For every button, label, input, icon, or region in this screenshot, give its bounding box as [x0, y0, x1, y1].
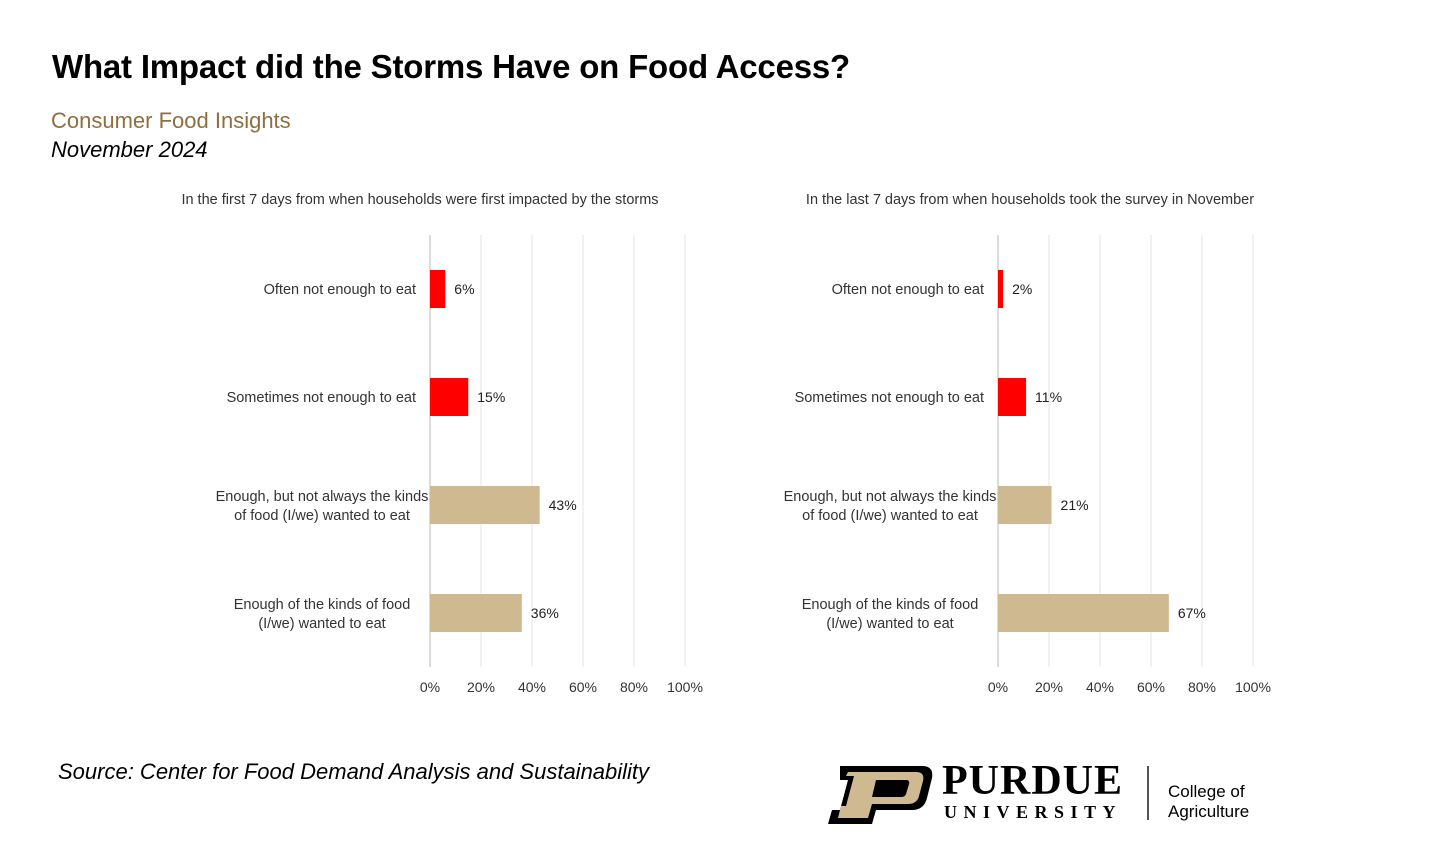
- logo-wordmark: PURDUE: [942, 758, 1123, 804]
- x-tick-label: 40%: [518, 679, 546, 695]
- x-tick-label: 60%: [1137, 679, 1165, 695]
- x-tick-label: 100%: [1235, 679, 1271, 695]
- bar: [430, 594, 522, 632]
- category-label-line: Enough, but not always the kinds: [216, 489, 429, 505]
- category-label-line: (I/we) wanted to eat: [258, 616, 385, 632]
- report-date: November 2024: [51, 137, 208, 162]
- chart-1: In the first 7 days from when households…: [181, 192, 702, 695]
- category-label: Enough of the kinds of food (I/we) wanted…: [234, 597, 411, 632]
- category-label-line: Enough of the kinds of food: [802, 597, 979, 613]
- bar: [998, 378, 1027, 416]
- category-label: Sometimes not enough to eat: [795, 390, 984, 406]
- category-label: Enough of the kinds of food (I/we) wanted…: [802, 597, 979, 632]
- bar-charts-svg: In the first 7 days from when households…: [181, 192, 1271, 695]
- category-label-line: (I/we) wanted to eat: [826, 616, 953, 632]
- data-label: 36%: [531, 605, 559, 621]
- x-tick-label: 80%: [620, 679, 648, 695]
- data-label: 11%: [1035, 389, 1062, 405]
- x-tick-label: 100%: [667, 679, 703, 695]
- x-tick-label: 20%: [467, 679, 495, 695]
- logo-university: UNIVERSITY: [944, 802, 1123, 822]
- data-label: 2%: [1012, 281, 1032, 297]
- bar: [430, 378, 469, 416]
- chart-title: In the first 7 days from when households…: [181, 192, 658, 208]
- page-subtitle: Consumer Food Insights: [51, 108, 291, 133]
- bar: [998, 486, 1052, 524]
- category-label: Enough, but not always the kinds of food …: [216, 489, 429, 524]
- category-label-line: Enough of the kinds of food: [234, 597, 411, 613]
- chart-2: In the last 7 days from when households …: [784, 192, 1271, 695]
- chart-title: In the last 7 days from when households …: [806, 192, 1254, 208]
- x-tick-label: 80%: [1188, 679, 1216, 695]
- data-label: 43%: [549, 497, 577, 513]
- source-note: Source: Center for Food Demand Analysis …: [58, 759, 650, 784]
- x-tick-label: 0%: [988, 679, 1008, 695]
- data-label: 21%: [1061, 497, 1089, 513]
- bar: [430, 270, 446, 308]
- category-label: Often not enough to eat: [264, 282, 416, 298]
- category-label: Sometimes not enough to eat: [227, 390, 416, 406]
- category-label-line: of food (I/we) wanted to eat: [802, 508, 978, 524]
- data-label: 6%: [454, 281, 474, 297]
- category-label: Enough, but not always the kinds of food …: [784, 489, 997, 524]
- data-label: 67%: [1178, 605, 1206, 621]
- purdue-p-icon: [828, 766, 933, 824]
- logo-divider: [1147, 766, 1149, 820]
- category-label-line: Enough, but not always the kinds: [784, 489, 997, 505]
- bar: [998, 270, 1004, 308]
- x-tick-label: 60%: [569, 679, 597, 695]
- logo-college: College of Agriculture: [1168, 782, 1250, 821]
- x-tick-label: 20%: [1035, 679, 1063, 695]
- purdue-logo: PURDUE UNIVERSITY College of Agriculture: [826, 760, 1326, 830]
- x-tick-label: 40%: [1086, 679, 1114, 695]
- category-label: Often not enough to eat: [832, 282, 984, 298]
- bar: [998, 594, 1169, 632]
- charts-area: In the first 7 days from when households…: [0, 180, 1440, 710]
- data-label: 15%: [477, 389, 505, 405]
- page-title: What Impact did the Storms Have on Food …: [52, 48, 851, 85]
- bar: [430, 486, 540, 524]
- x-tick-label: 0%: [420, 679, 440, 695]
- category-label-line: of food (I/we) wanted to eat: [234, 508, 410, 524]
